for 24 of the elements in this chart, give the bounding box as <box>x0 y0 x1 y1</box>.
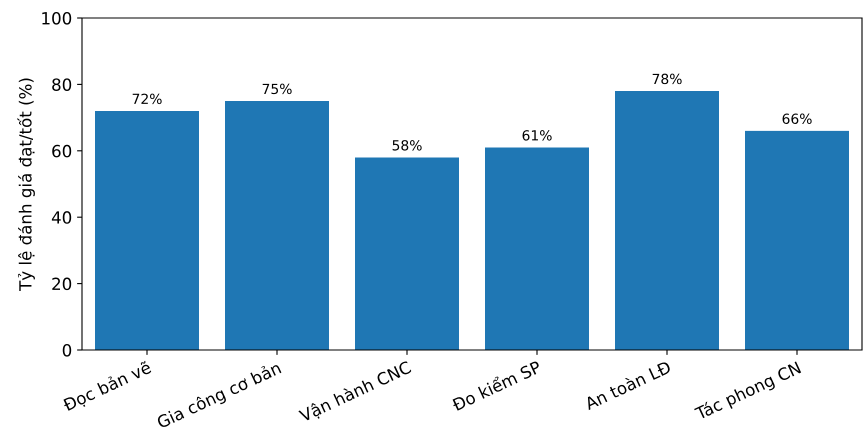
data-label: 72% <box>132 94 162 104</box>
data-label: 61% <box>522 130 552 141</box>
y-tick-label: 0 <box>62 344 72 357</box>
y-tick-label: 40 <box>52 211 72 224</box>
bar <box>485 147 589 350</box>
x-tick-label: Đo kiểm SP <box>450 358 542 412</box>
x-tick-label: Vận hành CNC <box>298 360 413 426</box>
y-tick-label: 20 <box>52 278 72 290</box>
x-tick-label: Gia công cơ bản <box>156 360 283 432</box>
data-label: 78% <box>652 74 682 84</box>
y-tick-label: 80 <box>52 78 72 91</box>
x-tick-label: Đọc bản vẽ <box>61 360 154 414</box>
y-axis-title: Tỷ lệ đánh giá đạt/tốt (%) <box>17 78 35 291</box>
bar <box>95 110 199 350</box>
y-tick-label: 100 <box>42 12 72 25</box>
x-tick-label: An toàn LĐ <box>583 360 672 410</box>
bar <box>745 130 849 350</box>
bar <box>225 101 329 350</box>
bar <box>355 157 459 350</box>
y-tick-label: 60 <box>52 144 72 158</box>
bar <box>615 91 719 350</box>
data-label: 75% <box>262 84 292 94</box>
data-label: 58% <box>392 140 422 151</box>
data-label: 66% <box>782 114 812 124</box>
